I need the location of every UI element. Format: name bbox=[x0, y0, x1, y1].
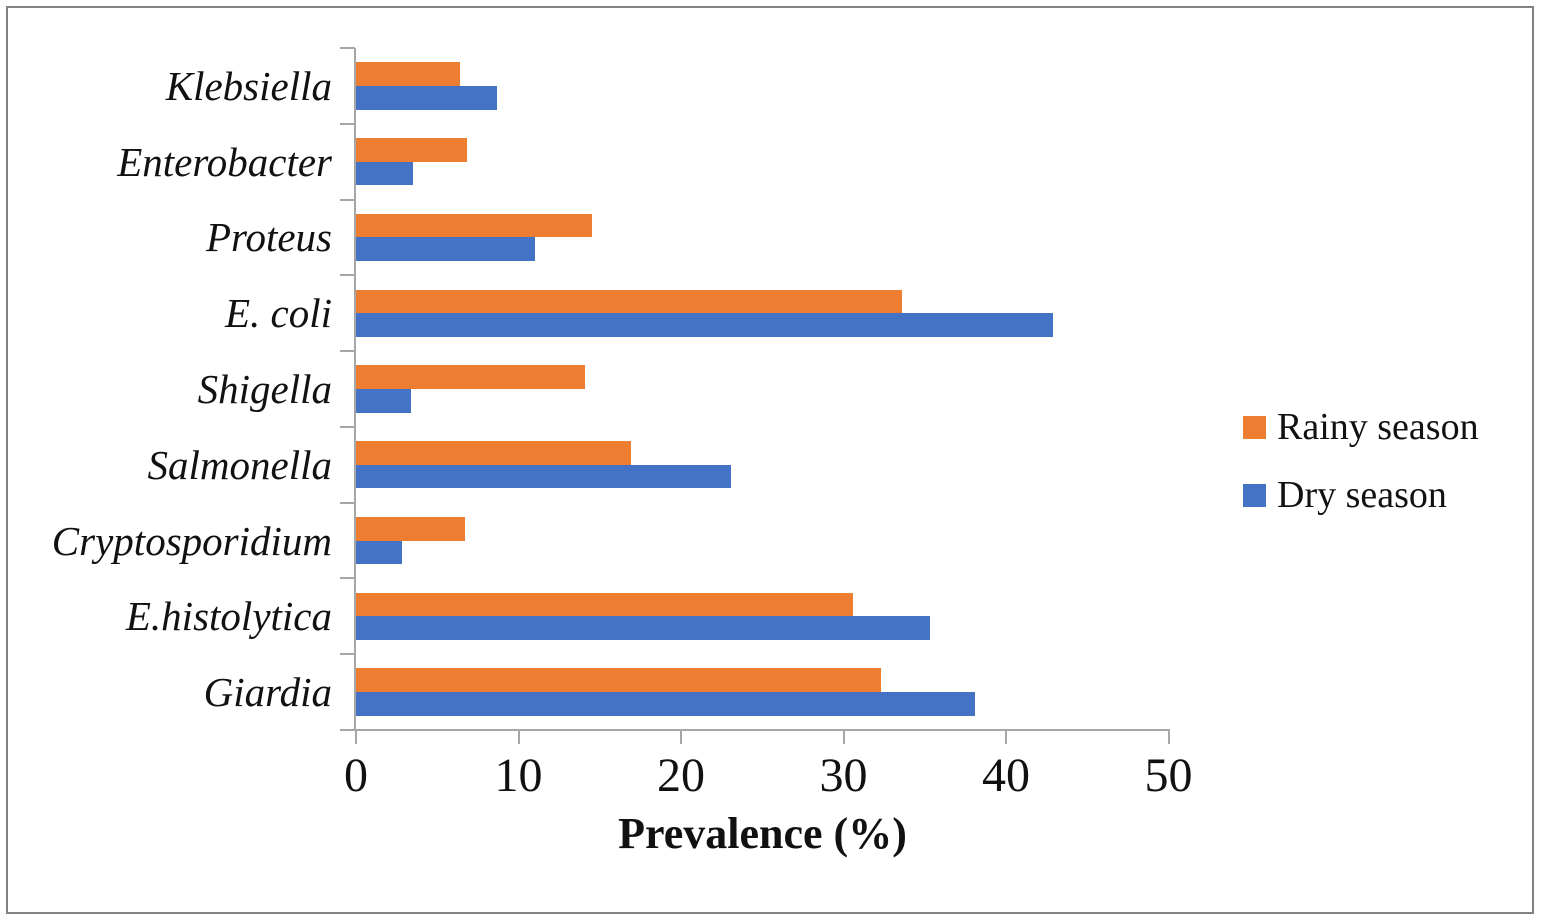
y-axis-tick bbox=[340, 122, 355, 125]
y-axis-tick bbox=[340, 350, 355, 353]
y-axis-tick bbox=[340, 653, 355, 656]
category-label: Giardia bbox=[203, 669, 332, 716]
legend-color-swatch-rainy bbox=[1243, 415, 1266, 439]
y-axis-tick bbox=[340, 425, 355, 428]
y-axis-tick bbox=[340, 274, 355, 277]
bar-rainy-cryptosporidium bbox=[356, 516, 465, 541]
bar-rainy-giardia bbox=[356, 668, 881, 693]
legend-item-rainy: Rainy season bbox=[1243, 404, 1479, 450]
y-axis-line bbox=[354, 48, 356, 729]
bar-rainy-enterobacter bbox=[356, 137, 467, 162]
x-axis-tick bbox=[680, 729, 682, 744]
x-axis-title: Prevalence (%) bbox=[618, 809, 907, 858]
bar-rainy-salmonella bbox=[356, 441, 631, 465]
y-axis-tick bbox=[340, 501, 355, 504]
bar-dry-klebsiella bbox=[356, 85, 498, 110]
legend-color-swatch-dry bbox=[1243, 483, 1266, 507]
x-tick-label: 30 bbox=[819, 749, 868, 802]
x-axis-tick bbox=[842, 729, 845, 744]
legend-item-dry: Dry season bbox=[1243, 472, 1479, 518]
bar-dry-e-coli bbox=[356, 313, 1054, 337]
bar-dry-cryptosporidium bbox=[356, 540, 402, 565]
y-axis-tick bbox=[340, 577, 355, 580]
x-tick-label: 0 bbox=[344, 749, 368, 802]
category-label: Enterobacter bbox=[117, 138, 332, 185]
chart-border bbox=[6, 6, 1534, 914]
x-axis-tick bbox=[1167, 729, 1170, 744]
x-tick-label: 20 bbox=[657, 749, 705, 802]
bar-dry-e-histolytica bbox=[356, 616, 930, 641]
category-label: Proteus bbox=[205, 214, 332, 261]
bar-rainy-shigella bbox=[356, 365, 586, 389]
bar-rainy-klebsiella bbox=[356, 62, 460, 86]
category-label: Klebsiella bbox=[165, 62, 332, 109]
x-tick-label: 10 bbox=[494, 749, 543, 802]
category-label: Cryptosporidium bbox=[51, 517, 332, 564]
bar-rainy-e-coli bbox=[356, 289, 902, 314]
bar-dry-proteus bbox=[356, 237, 535, 262]
x-axis-tick bbox=[355, 729, 357, 744]
category-label: E.histolytica bbox=[125, 593, 332, 640]
x-axis-line bbox=[340, 729, 1170, 731]
x-axis-tick bbox=[517, 729, 520, 744]
x-axis-tick bbox=[1005, 729, 1007, 744]
bar-rainy-proteus bbox=[356, 213, 592, 238]
y-axis-tick bbox=[340, 47, 355, 49]
x-tick-label: 50 bbox=[1144, 749, 1193, 802]
y-axis-tick bbox=[340, 198, 355, 201]
x-tick-label: 40 bbox=[982, 749, 1030, 802]
bar-dry-salmonella bbox=[356, 464, 732, 489]
bar-dry-shigella bbox=[356, 389, 412, 413]
bar-dry-enterobacter bbox=[356, 161, 413, 186]
bar-rainy-e-histolytica bbox=[356, 592, 854, 617]
legend-label-dry: Dry season bbox=[1277, 474, 1447, 516]
category-label: Shigella bbox=[197, 365, 332, 412]
bar-dry-giardia bbox=[356, 692, 976, 716]
category-label: Salmonella bbox=[147, 441, 332, 488]
legend-label-rainy: Rainy season bbox=[1277, 406, 1479, 448]
category-label: E. coli bbox=[224, 290, 332, 337]
legend: Rainy season Dry season bbox=[1243, 404, 1479, 518]
